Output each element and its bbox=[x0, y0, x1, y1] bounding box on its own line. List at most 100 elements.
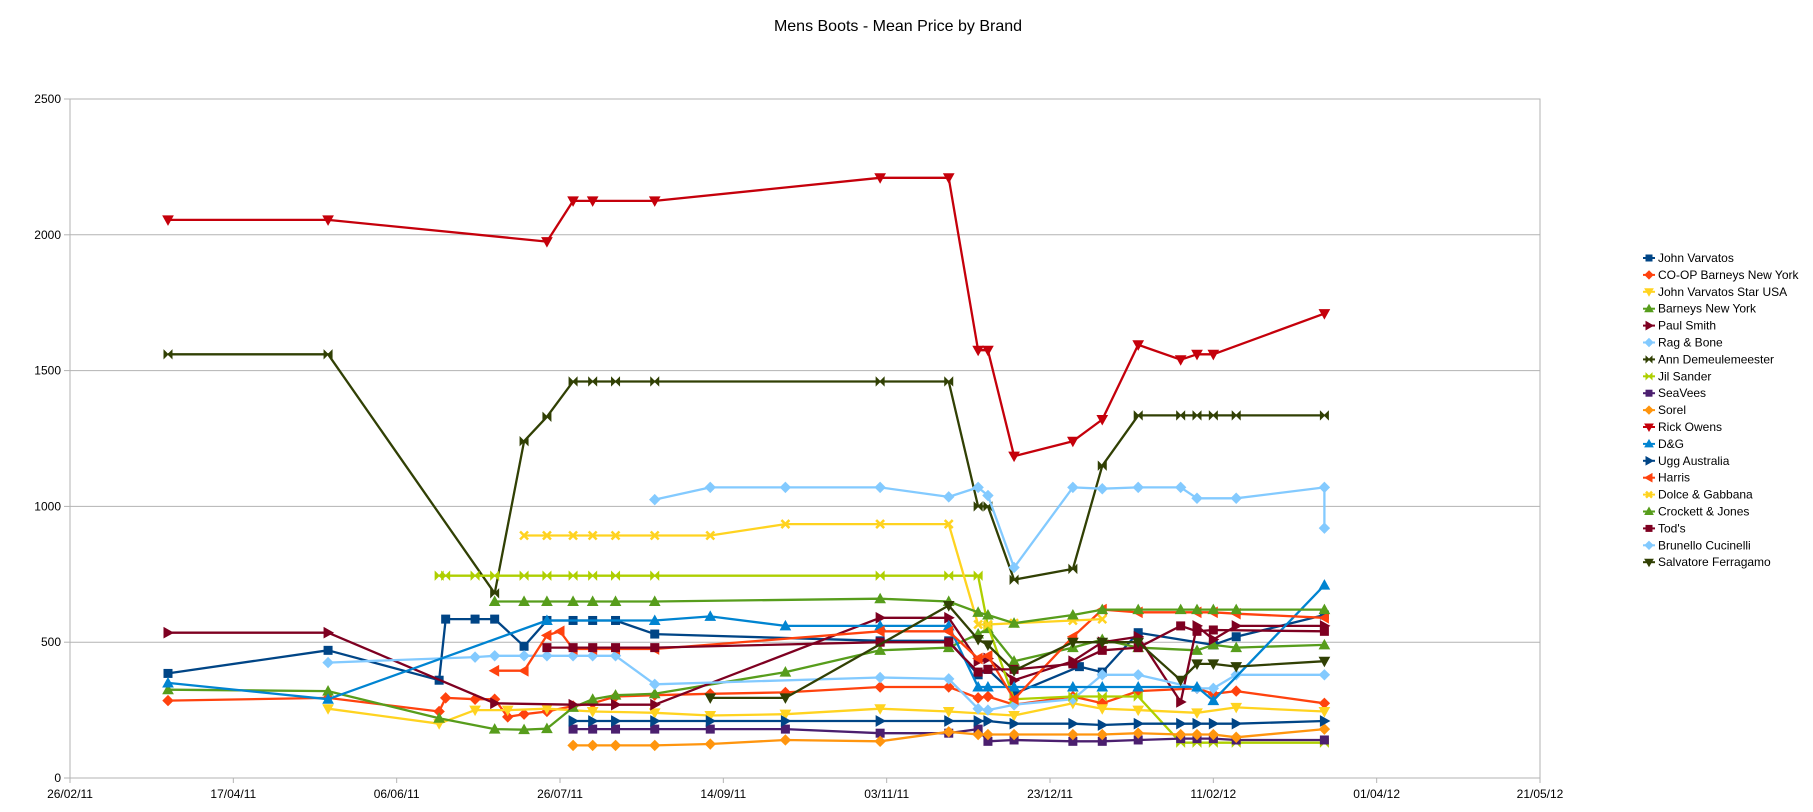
x-tick-label: 14/09/11 bbox=[700, 787, 746, 801]
data-point bbox=[982, 640, 994, 651]
data-point bbox=[1132, 705, 1145, 717]
data-point bbox=[1068, 563, 1078, 575]
legend-swatch-marker bbox=[1645, 355, 1653, 364]
data-point bbox=[648, 595, 661, 606]
legend-item: Barneys New York bbox=[1643, 302, 1757, 316]
legend-swatch-marker bbox=[1644, 438, 1654, 448]
legend-label: Crockett & Jones bbox=[1658, 505, 1749, 519]
data-point bbox=[650, 724, 660, 734]
series-john-varvatos bbox=[163, 610, 1329, 699]
legend-label: CO-OP Barneys New York bbox=[1658, 268, 1800, 282]
data-point bbox=[488, 595, 501, 606]
legend-item: Rick Owens bbox=[1643, 420, 1722, 434]
data-point bbox=[942, 706, 955, 718]
data-point bbox=[1067, 609, 1079, 620]
data-point bbox=[1207, 349, 1220, 361]
data-point bbox=[541, 595, 553, 606]
data-point bbox=[611, 643, 621, 653]
data-point bbox=[586, 706, 599, 718]
data-point bbox=[567, 595, 579, 606]
data-point bbox=[1174, 675, 1187, 687]
x-tick-label: 21/05/12 bbox=[1517, 787, 1564, 801]
data-point bbox=[611, 724, 621, 734]
data-point bbox=[1231, 620, 1243, 632]
data-point bbox=[1067, 680, 1079, 692]
legend-item: Harris bbox=[1643, 471, 1690, 485]
legend-swatch-marker bbox=[1645, 372, 1653, 381]
legend-swatch-marker bbox=[1645, 490, 1653, 499]
data-point bbox=[943, 681, 955, 693]
legend-label: Paul Smith bbox=[1658, 319, 1716, 333]
data-point bbox=[433, 712, 445, 723]
y-tick-label: 2000 bbox=[34, 228, 61, 242]
data-point bbox=[983, 619, 993, 630]
data-point bbox=[1319, 626, 1329, 636]
legend-item: Tod's bbox=[1643, 521, 1686, 535]
data-point bbox=[1008, 561, 1020, 574]
data-point bbox=[1132, 481, 1144, 494]
x-tick-label: 26/07/11 bbox=[537, 787, 583, 801]
legend-item: Salvatore Ferragamo bbox=[1643, 555, 1771, 569]
legend-item: CO-OP Barneys New York bbox=[1643, 268, 1800, 282]
data-point bbox=[1097, 719, 1109, 731]
data-point bbox=[874, 671, 886, 684]
data-point bbox=[972, 680, 984, 692]
legend-label: Rick Owens bbox=[1658, 420, 1722, 434]
data-point bbox=[1318, 723, 1331, 735]
data-point bbox=[973, 570, 983, 581]
data-point bbox=[568, 570, 578, 581]
data-point bbox=[490, 588, 500, 599]
legend-label: Ann Demeulemeester bbox=[1658, 352, 1774, 366]
data-point bbox=[1133, 410, 1143, 421]
data-point bbox=[568, 530, 578, 541]
data-point bbox=[490, 614, 500, 624]
data-point bbox=[1318, 706, 1331, 718]
y-axis-tick-labels: 0 500 1000 1500 2000 2500 bbox=[34, 92, 61, 785]
data-point bbox=[982, 489, 994, 502]
legend-item: Rag & Bone bbox=[1643, 336, 1723, 350]
data-point bbox=[1133, 691, 1143, 702]
legend-swatch-marker bbox=[1645, 524, 1653, 532]
data-point bbox=[567, 196, 579, 207]
data-point bbox=[162, 694, 174, 707]
data-point bbox=[1230, 702, 1243, 714]
data-point bbox=[704, 610, 717, 621]
data-point bbox=[541, 650, 553, 662]
data-point bbox=[1192, 626, 1202, 636]
legend-item: Dolce & Gabbana bbox=[1643, 488, 1753, 502]
data-point bbox=[1096, 669, 1108, 681]
data-point bbox=[586, 693, 599, 704]
data-point bbox=[779, 481, 792, 494]
data-point bbox=[972, 606, 984, 617]
data-point bbox=[518, 595, 530, 606]
data-point bbox=[1208, 410, 1218, 421]
data-point bbox=[972, 634, 984, 646]
data-point bbox=[323, 645, 333, 655]
data-point bbox=[1318, 309, 1331, 320]
data-point bbox=[874, 173, 886, 184]
data-point bbox=[1009, 574, 1019, 585]
axes bbox=[69, 98, 1541, 779]
data-point bbox=[322, 656, 334, 669]
x-tick-label: 26/02/11 bbox=[47, 787, 93, 801]
data-point bbox=[1207, 659, 1220, 670]
data-point bbox=[1067, 637, 1079, 649]
data-point bbox=[704, 711, 717, 722]
data-point bbox=[780, 724, 790, 734]
data-point bbox=[490, 570, 500, 581]
y-tick-label: 1500 bbox=[34, 364, 61, 378]
legend-swatch-marker bbox=[1645, 389, 1653, 397]
data-point bbox=[1067, 728, 1079, 741]
data-point bbox=[944, 637, 954, 647]
data-point bbox=[1096, 603, 1109, 615]
data-point bbox=[705, 715, 717, 727]
data-point bbox=[779, 619, 792, 631]
data-point bbox=[1191, 680, 1203, 692]
data-point bbox=[1009, 717, 1021, 730]
x-tick-label: 11/02/12 bbox=[1190, 787, 1236, 801]
data-point bbox=[874, 644, 886, 655]
legend-swatch-marker bbox=[1645, 320, 1655, 331]
legend-swatch-marker bbox=[1644, 506, 1654, 515]
plot-area bbox=[162, 173, 1331, 752]
